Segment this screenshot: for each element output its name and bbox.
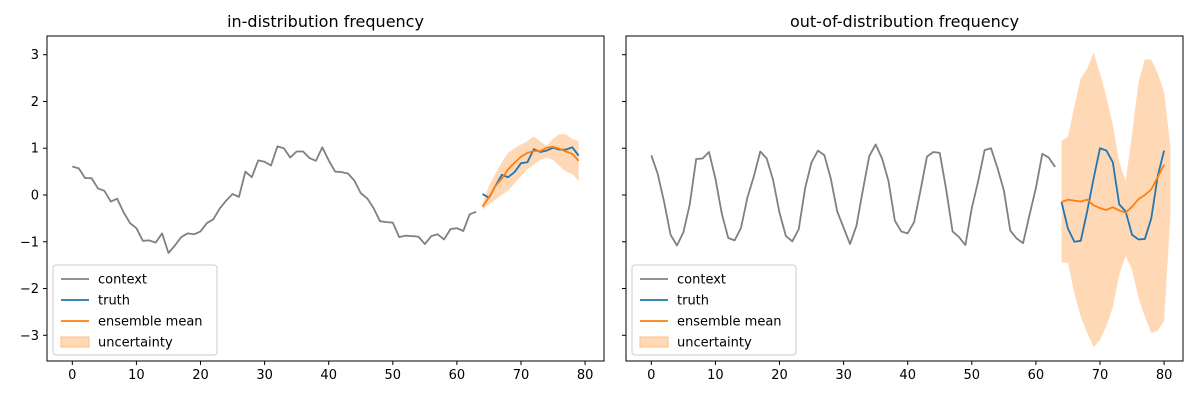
chart-title: out-of-distribution frequency — [790, 12, 1019, 31]
y-tick-label: 2 — [31, 95, 39, 110]
x-tick-label: 40 — [899, 368, 916, 383]
legend-label: uncertainty — [677, 336, 752, 351]
series-line-context — [650, 143, 1056, 247]
series-line-truth — [1060, 147, 1165, 243]
legend-box — [631, 264, 797, 356]
x-tick-label: 60 — [1028, 368, 1045, 383]
legend-swatch-uncertainty — [639, 336, 669, 348]
x-tick-label: 50 — [964, 368, 981, 383]
legend-swatch-uncertainty — [60, 336, 90, 348]
x-tick-label: 10 — [128, 368, 145, 383]
y-tick-label: 3 — [31, 48, 39, 63]
y-tick-label: −2 — [20, 282, 39, 297]
x-tick-label: 0 — [647, 368, 655, 383]
y-tick-label: −1 — [20, 235, 39, 250]
uncertainty-band — [482, 134, 579, 210]
legend-label: truth — [677, 294, 709, 309]
legend-label: context — [677, 273, 726, 288]
series-line-ensemble-mean — [481, 145, 580, 208]
y-tick-label: 0 — [31, 188, 39, 203]
legend: context truth ensemble mean uncertainty — [631, 264, 797, 356]
series-line-ensemble-mean — [1061, 164, 1165, 214]
x-tick-label: 60 — [449, 368, 466, 383]
x-tick-label: 30 — [835, 368, 852, 383]
x-tick-label: 20 — [771, 368, 788, 383]
x-tick-label: 20 — [192, 368, 209, 383]
x-tick-label: 80 — [577, 368, 594, 383]
y-tick-label: −3 — [20, 329, 39, 344]
legend: context truth ensemble mean uncertainty — [52, 264, 218, 356]
x-tick-label: 40 — [320, 368, 337, 383]
legend-box — [52, 264, 218, 356]
plot-frame — [46, 35, 605, 362]
legend-label: context — [98, 273, 147, 288]
chart-panel-out-of-distribution: out-of-distribution frequency 0 10 20 30 40 50… — [622, 12, 1184, 383]
x-tick-label: 80 — [1156, 368, 1173, 383]
legend-label: ensemble mean — [98, 315, 203, 330]
legend-label: uncertainty — [98, 336, 173, 351]
legend-label: ensemble mean — [677, 315, 782, 330]
x-tick-label: 50 — [385, 368, 402, 383]
x-tick-label: 70 — [1092, 368, 1109, 383]
chart-title: in-distribution frequency — [227, 12, 424, 31]
series-line-context — [72, 145, 477, 254]
legend-label: truth — [98, 294, 130, 309]
uncertainty-band — [1061, 52, 1171, 347]
plot-frame — [625, 35, 1184, 362]
x-tick-label: 0 — [68, 368, 76, 383]
x-tick-label: 70 — [513, 368, 530, 383]
y-tick-label: 1 — [31, 142, 39, 157]
x-tick-label: 10 — [707, 368, 724, 383]
x-tick-label: 30 — [256, 368, 273, 383]
